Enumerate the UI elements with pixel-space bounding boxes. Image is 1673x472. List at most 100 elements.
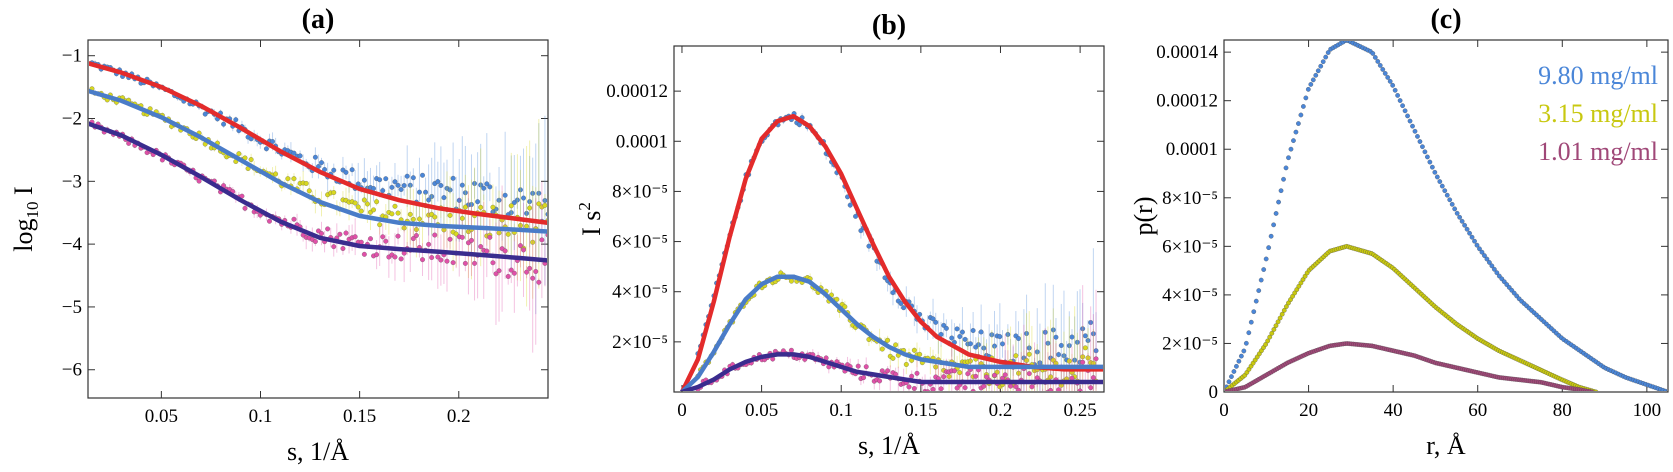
data-point	[484, 181, 490, 187]
data-point	[374, 199, 380, 205]
data-point	[1415, 134, 1420, 139]
fit-line-3-15-mg-ml-fit	[679, 274, 1103, 391]
data-point	[941, 374, 947, 380]
data-point	[1472, 238, 1477, 244]
panel-title: (c)	[1430, 4, 1461, 35]
data-point	[1050, 357, 1056, 363]
panel-title: (a)	[302, 4, 335, 35]
data-point	[943, 325, 949, 331]
data-point	[1323, 54, 1329, 60]
data-point	[481, 185, 487, 191]
data-point	[1013, 384, 1019, 390]
data-point	[1482, 253, 1487, 258]
data-point	[957, 370, 963, 376]
data-point	[1093, 356, 1099, 362]
data-point	[312, 239, 318, 245]
data-point	[426, 197, 432, 203]
data-point	[949, 335, 955, 341]
data-point	[542, 202, 547, 208]
data-point	[438, 183, 444, 188]
data-point	[1229, 374, 1234, 379]
data-point	[511, 270, 517, 276]
x-tick-label: 40	[1384, 400, 1403, 421]
data-point	[530, 275, 536, 281]
data-point	[1477, 246, 1482, 252]
y-axis-label: log10 I	[9, 186, 42, 251]
data-point	[413, 233, 419, 238]
data-point	[1469, 234, 1475, 240]
x-axis-label: s, 1/Å	[858, 431, 920, 460]
data-point	[361, 251, 367, 257]
data-point	[1026, 371, 1032, 377]
data-point	[976, 342, 981, 348]
data-point	[1292, 290, 1298, 296]
data-point	[1442, 188, 1448, 194]
data-point	[1277, 315, 1283, 321]
data-point	[487, 234, 493, 240]
data-point	[539, 237, 545, 243]
data-point	[1589, 389, 1595, 391]
data-point	[1034, 349, 1040, 355]
series-3-15-mg-ml	[1225, 244, 1599, 391]
data-point	[1234, 364, 1239, 369]
data-point	[930, 386, 936, 391]
data-point	[1420, 144, 1425, 150]
data-point	[1045, 340, 1051, 346]
data-point	[1082, 333, 1088, 339]
y-tick-label: 8×10⁻⁵	[612, 181, 668, 202]
data-point	[1013, 353, 1019, 359]
data-point	[401, 183, 407, 188]
data-point	[1269, 330, 1275, 336]
data-point	[1251, 309, 1257, 315]
data-point	[420, 172, 425, 178]
data-point	[291, 216, 297, 222]
data-point	[1281, 308, 1287, 313]
data-point	[1246, 330, 1252, 336]
data-point	[1593, 389, 1599, 391]
data-point	[984, 374, 989, 380]
data-point	[1410, 123, 1415, 129]
data-point	[398, 256, 404, 262]
data-point	[1296, 283, 1302, 289]
data-point	[502, 248, 508, 254]
data-point	[1263, 256, 1269, 262]
y-tick-label: −1	[62, 46, 82, 67]
data-point	[962, 336, 968, 342]
data-point	[398, 187, 404, 192]
data-point	[423, 189, 429, 195]
data-point	[853, 213, 858, 219]
data-point	[380, 188, 386, 194]
x-tick-label: 0.1	[249, 406, 273, 427]
data-point	[459, 182, 465, 188]
data-point	[490, 260, 496, 266]
data-point	[536, 201, 542, 207]
data-point	[459, 234, 465, 240]
x-tick-label: 0.1	[829, 400, 853, 421]
data-point	[1293, 129, 1299, 135]
data-point	[493, 271, 499, 277]
data-point	[1422, 149, 1428, 155]
data-point	[508, 203, 514, 209]
data-point	[925, 389, 931, 391]
data-point	[1296, 121, 1301, 126]
data-point	[911, 386, 917, 391]
data-point	[1412, 128, 1418, 134]
data-point	[1271, 222, 1276, 228]
data-point	[410, 236, 416, 242]
data-point	[1325, 50, 1331, 55]
data-point	[1303, 95, 1309, 101]
x-tick-label: 0.05	[745, 400, 778, 421]
data-point	[909, 373, 915, 379]
data-point	[273, 171, 279, 177]
data-point	[401, 225, 407, 231]
data-point	[1248, 319, 1254, 325]
data-point	[1024, 331, 1030, 336]
data-point	[1243, 340, 1249, 346]
data-point	[267, 218, 272, 224]
data-point	[291, 150, 297, 156]
data-point	[847, 202, 853, 208]
data-point	[432, 232, 438, 238]
data-point	[1454, 210, 1460, 216]
y-tick-label: 0.0001	[616, 131, 668, 152]
data-point	[533, 269, 539, 274]
